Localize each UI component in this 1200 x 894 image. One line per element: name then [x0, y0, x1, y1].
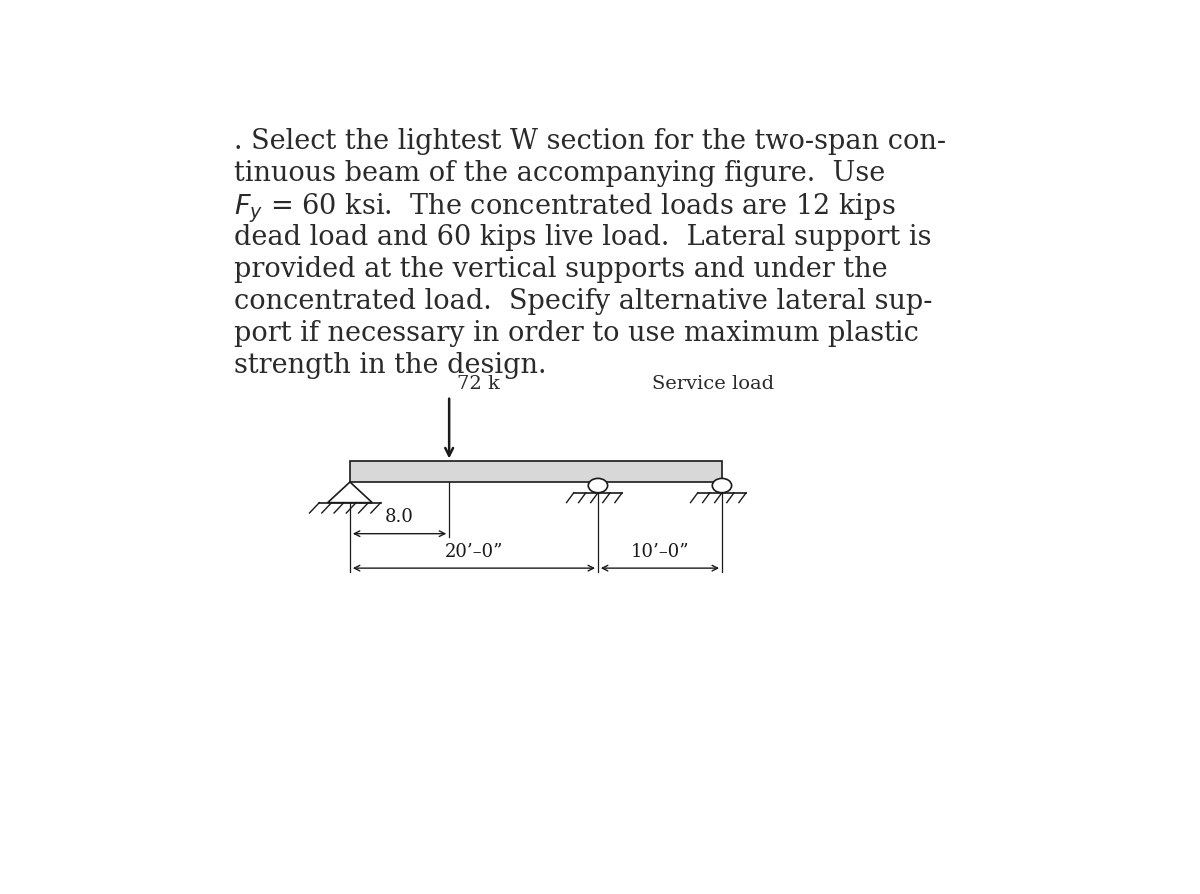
Text: port if necessary in order to use maximum plastic: port if necessary in order to use maximu… [234, 319, 918, 346]
Text: strength in the design.: strength in the design. [234, 351, 546, 378]
Text: $F_y$ = 60 ksi.  The concentrated loads are 12 kips: $F_y$ = 60 ksi. The concentrated loads a… [234, 192, 895, 225]
Text: dead load and 60 kips live load.  Lateral support is: dead load and 60 kips live load. Lateral… [234, 224, 931, 250]
Text: tinuous beam of the accompanying figure.  Use: tinuous beam of the accompanying figure.… [234, 160, 884, 187]
Circle shape [713, 479, 732, 493]
Text: 20’–0”: 20’–0” [445, 543, 503, 561]
Text: Service load: Service load [653, 375, 774, 393]
Text: 8.0: 8.0 [385, 508, 414, 526]
Text: 72 k: 72 k [456, 375, 499, 393]
Text: 10’–0”: 10’–0” [631, 543, 689, 561]
Polygon shape [328, 483, 372, 503]
Text: concentrated load.  Specify alternative lateral sup-: concentrated load. Specify alternative l… [234, 288, 932, 315]
Circle shape [588, 479, 607, 493]
Text: provided at the vertical supports and under the: provided at the vertical supports and un… [234, 256, 887, 283]
Text: . Select the lightest W section for the two-span con-: . Select the lightest W section for the … [234, 128, 946, 155]
FancyBboxPatch shape [350, 462, 722, 483]
